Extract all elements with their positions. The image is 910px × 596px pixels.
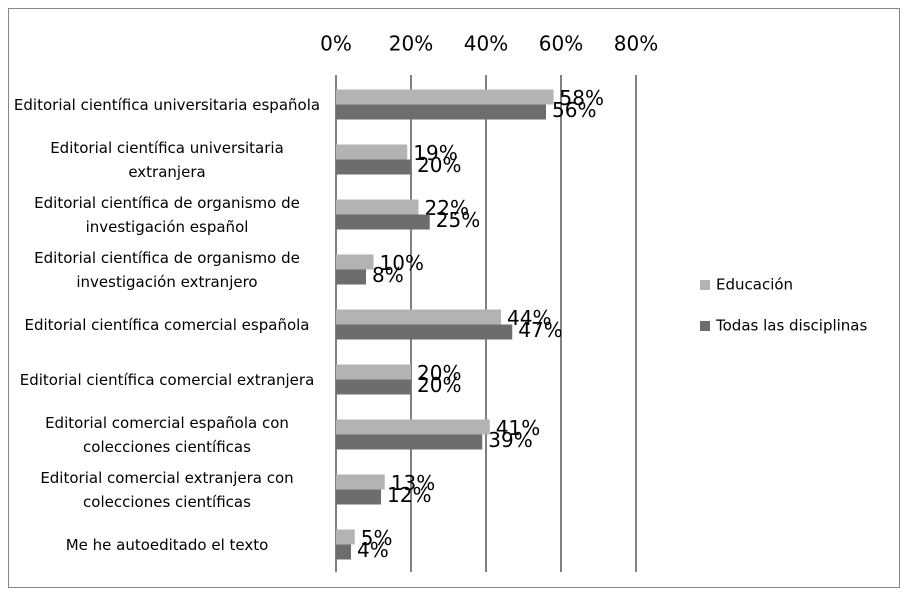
- y-tick-label: Editorial comercial española con colecci…: [45, 413, 289, 456]
- value-label: 20%: [417, 373, 461, 397]
- bar: [336, 89, 554, 105]
- x-tick-label: 0%: [320, 32, 352, 56]
- x-tick-label: 80%: [614, 32, 658, 56]
- bar: [336, 364, 411, 380]
- legend-swatch: [700, 280, 710, 290]
- x-tick-label: 60%: [539, 32, 583, 56]
- bar: [336, 419, 490, 435]
- y-tick-label: Editorial científica comercial extranjer…: [19, 370, 315, 389]
- value-label: 19%: [413, 141, 457, 165]
- value-label: 10%: [380, 251, 424, 275]
- legend-label: Todas las disciplinas: [715, 317, 868, 335]
- value-label: 47%: [518, 318, 562, 342]
- y-tick-label: Editorial comercial extranjera con colec…: [40, 468, 294, 511]
- bar: [336, 544, 351, 560]
- bar: [336, 474, 385, 490]
- legend-swatch: [700, 321, 710, 331]
- value-label: 22%: [425, 196, 469, 220]
- x-tick-label: 40%: [464, 32, 508, 56]
- legend-label: Educación: [716, 276, 793, 294]
- bar: [336, 104, 546, 120]
- bar: [336, 434, 483, 450]
- y-tick-label: Editorial científica de organismo de inv…: [34, 193, 300, 236]
- value-label: 20%: [417, 361, 461, 385]
- chart-border: [8, 8, 900, 588]
- value-label: 5%: [361, 526, 393, 550]
- value-label: 39%: [488, 428, 532, 452]
- value-label: 4%: [357, 538, 389, 562]
- bar: [336, 199, 419, 215]
- value-label: 25%: [436, 208, 480, 232]
- bar: [336, 309, 501, 325]
- y-tick-label: Me he autoeditado el texto: [65, 535, 269, 554]
- bar: [336, 214, 430, 230]
- value-label: 58%: [560, 86, 604, 110]
- value-label: 12%: [387, 483, 431, 507]
- value-label: 13%: [391, 471, 435, 495]
- value-label: 8%: [372, 263, 404, 287]
- bar: [336, 489, 381, 505]
- bar: [336, 144, 408, 160]
- y-tick-label: Editorial científica de organismo de inv…: [34, 248, 300, 291]
- y-tick-label: Editorial científica universitaria españ…: [13, 95, 321, 114]
- bar: [336, 324, 513, 340]
- value-label: 20%: [417, 153, 461, 177]
- bar: [336, 254, 374, 270]
- value-label: 41%: [496, 416, 540, 440]
- bar: [336, 159, 411, 175]
- value-label: 56%: [552, 98, 596, 122]
- bar: [336, 379, 411, 395]
- bar: [336, 529, 355, 545]
- bar: [336, 269, 366, 285]
- y-tick-label: Editorial científica comercial española: [24, 315, 310, 334]
- y-tick-label: Editorial científica universitaria extra…: [50, 138, 284, 181]
- x-tick-label: 20%: [389, 32, 433, 56]
- value-label: 44%: [507, 306, 551, 330]
